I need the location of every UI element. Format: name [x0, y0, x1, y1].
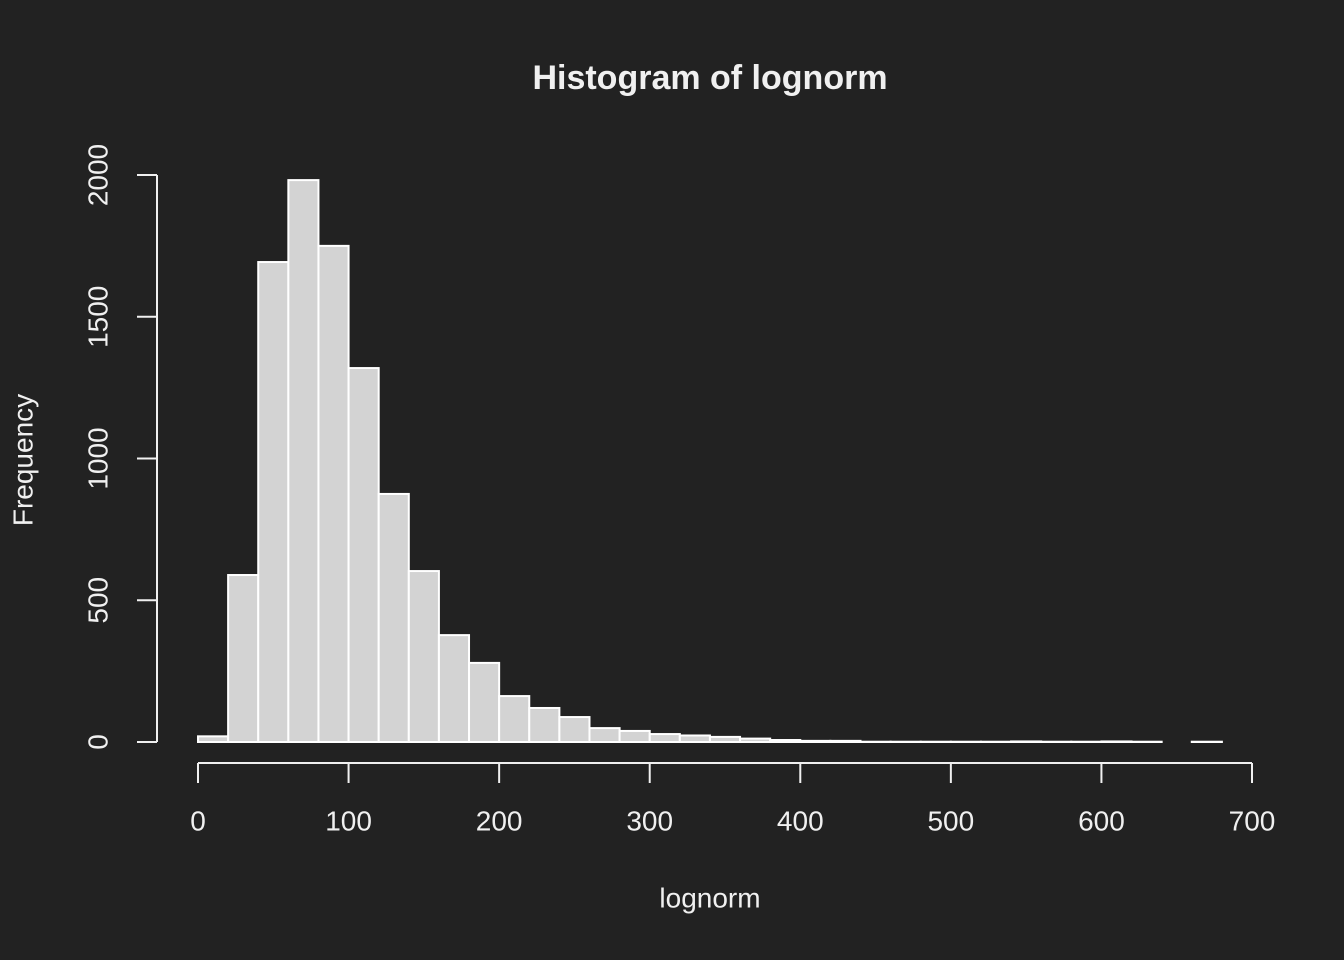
x-tick-label: 200 [476, 805, 523, 836]
y-tick-label: 1500 [82, 286, 113, 348]
bar [257, 261, 290, 743]
bar [769, 739, 802, 744]
bar [377, 492, 410, 743]
bar [197, 735, 230, 744]
y-tick-label: 500 [82, 577, 113, 624]
bar [528, 706, 561, 743]
y-tick-label: 1000 [82, 427, 113, 489]
bar [708, 735, 742, 743]
x-tick-label: 100 [325, 805, 372, 836]
bar [678, 734, 711, 743]
bar [287, 179, 320, 743]
x-tick-label: 0 [190, 805, 206, 836]
bar [618, 729, 651, 743]
y-tick-label: 2000 [82, 144, 113, 206]
bar [1100, 740, 1133, 743]
bar [498, 695, 531, 743]
bar [407, 570, 440, 743]
bar [588, 727, 621, 744]
bar [558, 716, 591, 744]
x-tick-label: 500 [927, 805, 974, 836]
bar [829, 739, 862, 744]
x-tick-label: 700 [1229, 805, 1276, 836]
x-tick-label: 600 [1078, 805, 1125, 836]
bar [437, 634, 471, 743]
bar [347, 367, 380, 743]
x-tick-label: 300 [626, 805, 673, 836]
x-axis-label: lognorm [659, 882, 760, 913]
chart-title: Histogram of lognorm [532, 59, 887, 97]
bar [739, 737, 772, 744]
y-axis-label: Frequency [7, 394, 38, 526]
bar [468, 661, 501, 743]
y-tick-label: 0 [82, 734, 113, 750]
bar [648, 733, 681, 744]
bar [799, 739, 832, 744]
x-tick-label: 400 [777, 805, 824, 836]
bar [1010, 740, 1043, 743]
bar [227, 574, 260, 743]
bar [317, 244, 350, 743]
